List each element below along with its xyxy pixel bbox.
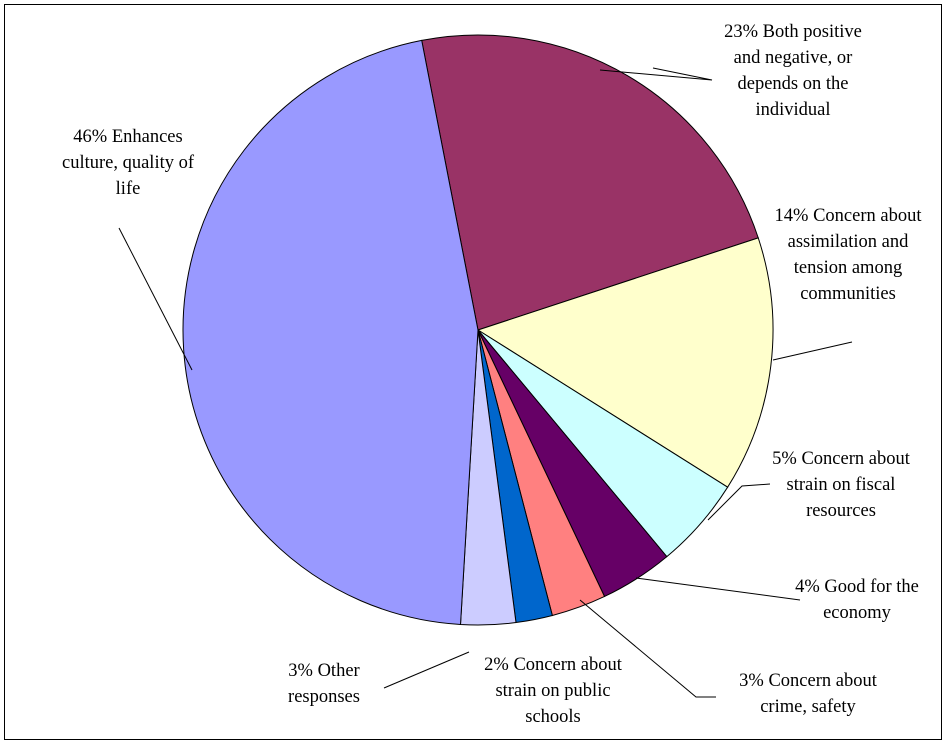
slice-label-line: culture, quality of xyxy=(62,153,195,173)
slice-label-line: 46% Enhances xyxy=(73,127,182,147)
slice-label-line: 3% Other xyxy=(288,661,359,681)
slice-label-7: 46% Enhances culture, quality of life xyxy=(62,127,195,199)
leader-line-3 xyxy=(635,577,801,601)
slice-label-4: 3% Concern about crime, safety xyxy=(739,671,878,717)
leader-line-0 xyxy=(599,67,713,81)
slice-label-line: depends on the xyxy=(738,74,849,94)
slice-label-line: resources xyxy=(806,501,876,521)
slice-label-2: 5% Concern about strain on fiscal resource… xyxy=(772,449,911,521)
leader-line-2 xyxy=(707,483,771,521)
slice-label-line: schools xyxy=(525,707,581,727)
slice-label-line: 3% Concern about xyxy=(739,671,878,691)
slice-label-6: 3% Other responses xyxy=(288,661,360,707)
slice-label-line: strain on public xyxy=(495,681,610,701)
slice-label-line: individual xyxy=(755,100,830,120)
slice-label-1: 14% Concern about assimilation and tension… xyxy=(775,206,923,304)
slice-label-line: 14% Concern about xyxy=(775,206,923,226)
pie-slice-7 xyxy=(182,39,479,626)
slice-label-0: 23% Both positive and negative, or depends… xyxy=(724,22,862,120)
leader-line-6 xyxy=(383,651,470,689)
slice-label-line: strain on fiscal xyxy=(787,475,896,495)
pie-slice-1 xyxy=(476,237,774,488)
leader-line-1 xyxy=(772,341,853,361)
leader-line-4 xyxy=(579,599,716,698)
slice-label-5: 2% Concern about strain on public schools xyxy=(484,655,623,727)
slice-label-line: responses xyxy=(288,687,360,707)
slice-label-line: economy xyxy=(823,603,892,623)
slice-label-line: tension among xyxy=(794,258,902,278)
leader-line-7 xyxy=(118,227,193,371)
slice-label-line: life xyxy=(116,179,141,199)
slice-label-line: crime, safety xyxy=(760,697,856,717)
slice-label-line: assimilation and xyxy=(788,232,909,252)
slice-label-line: 23% Both positive xyxy=(724,22,862,42)
slice-label-line: 5% Concern about xyxy=(772,449,911,469)
slice-label-line: communities xyxy=(800,284,896,304)
slice-label-line: 4% Good for the xyxy=(795,577,919,597)
slice-label-line: and negative, or xyxy=(734,48,853,68)
slice-label-line: 2% Concern about xyxy=(484,655,623,675)
pie-slice-0 xyxy=(421,34,759,331)
slice-label-3: 4% Good for the economy xyxy=(795,577,919,623)
